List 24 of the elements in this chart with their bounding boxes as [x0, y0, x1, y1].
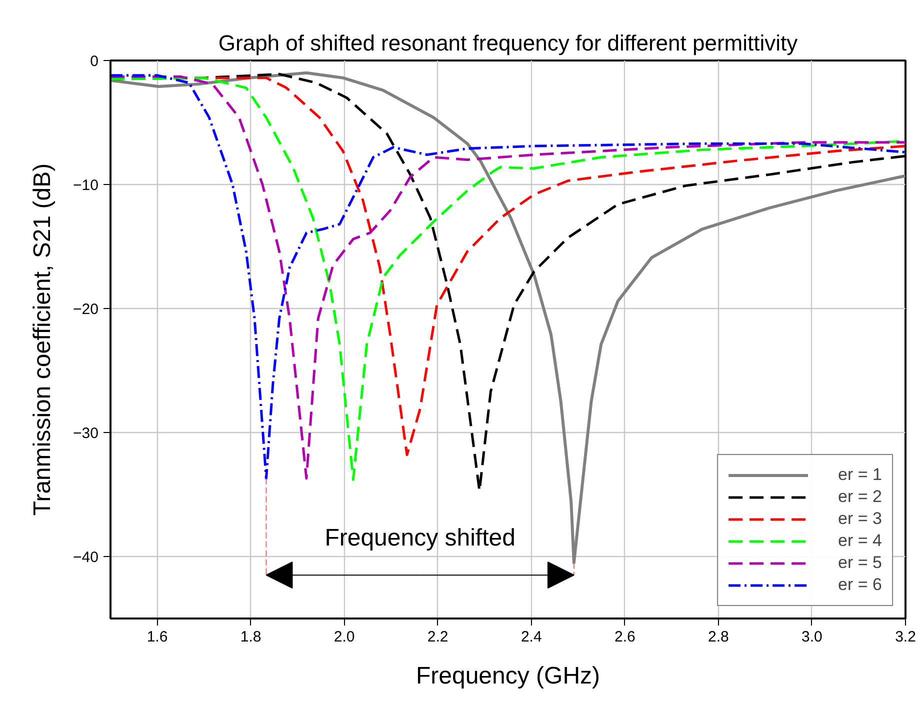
x-axis-title: Frequency (GHz): [416, 662, 600, 690]
chart-title: Graph of shifted resonant frequency for different permittivity: [218, 30, 798, 56]
x-tick-label: 2.0: [334, 628, 355, 646]
legend-label: er = 1: [838, 465, 882, 485]
y-tick-label: −40: [73, 549, 99, 566]
x-tick-label: 3.0: [802, 628, 822, 646]
y-tick-label: 0: [90, 53, 98, 70]
y-tick-label: −10: [73, 177, 99, 194]
x-tick-label: 2.6: [614, 628, 636, 646]
legend-label: er = 3: [838, 509, 882, 529]
x-tick-label: 2.2: [427, 628, 448, 646]
legend-label: er = 5: [838, 553, 882, 573]
x-tick-label: 1.6: [146, 628, 168, 646]
x-tick-label: 3.2: [895, 628, 916, 646]
legend-label: er = 4: [838, 531, 882, 551]
y-axis-title: Tranmission coefficient, S21 (dB): [29, 163, 56, 516]
legend-label: er = 6: [838, 575, 882, 595]
y-tick-label: −30: [73, 425, 99, 442]
x-tick-label: 2.4: [520, 628, 542, 646]
annotation: Frequency shifted: [324, 524, 516, 552]
y-tick-label: −20: [73, 301, 99, 318]
x-tick-label: 1.8: [240, 628, 262, 646]
legend-label: er = 2: [838, 487, 882, 507]
x-tick-label: 2.8: [708, 628, 729, 646]
